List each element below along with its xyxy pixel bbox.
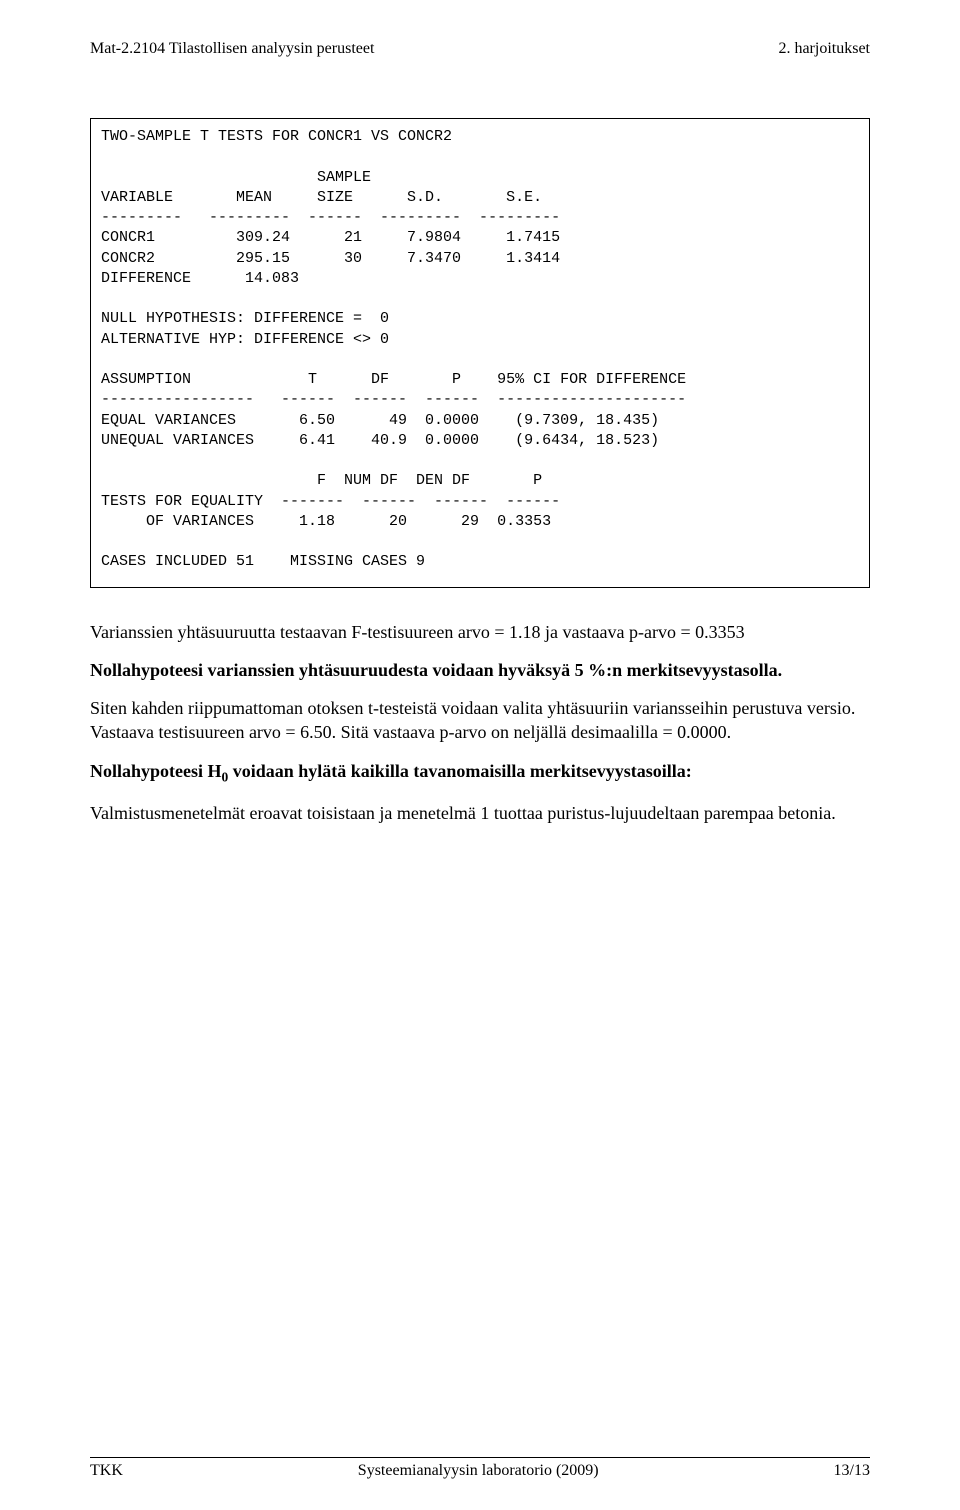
code-line: F NUM DF DEN DF P bbox=[101, 472, 542, 489]
code-line: UNEQUAL VARIANCES 6.41 40.9 0.0000 (9.64… bbox=[101, 432, 659, 449]
code-line: SAMPLE bbox=[101, 169, 371, 186]
paragraph: Valmistusmenetelmät eroavat toisistaan j… bbox=[90, 801, 870, 825]
footer-rule bbox=[90, 1457, 870, 1458]
footer-left: TKK bbox=[90, 1462, 123, 1480]
footer-right: 13/13 bbox=[834, 1462, 870, 1480]
page: Mat-2.2104 Tilastollisen analyysin perus… bbox=[0, 0, 960, 1510]
hypothesis-suffix: voidaan hylätä kaikilla tavanomaisilla m… bbox=[228, 761, 692, 781]
code-line: TESTS FOR EQUALITY ------- ------ ------… bbox=[101, 493, 560, 510]
paragraph-bold: Nollahypoteesi varianssien yhtäsuuruudes… bbox=[90, 658, 870, 682]
code-line: OF VARIANCES 1.18 20 29 0.3353 bbox=[101, 513, 551, 530]
code-line: NULL HYPOTHESIS: DIFFERENCE = 0 bbox=[101, 310, 389, 327]
footer-center: Systeemianalyysin laboratorio (2009) bbox=[358, 1462, 599, 1480]
paragraph-bold: Nollahypoteesi H0 voidaan hylätä kaikill… bbox=[90, 759, 870, 787]
header-right: 2. harjoitukset bbox=[778, 40, 870, 58]
code-line: CASES INCLUDED 51 MISSING CASES 9 bbox=[101, 553, 425, 570]
code-line: DIFFERENCE 14.083 bbox=[101, 270, 299, 287]
code-line: VARIABLE MEAN SIZE S.D. S.E. bbox=[101, 189, 542, 206]
body-text: Varianssien yhtäsuuruutta testaavan F-te… bbox=[90, 620, 870, 825]
page-footer: TKK Systeemianalyysin laboratorio (2009)… bbox=[90, 1457, 870, 1480]
code-line: TWO-SAMPLE T TESTS FOR CONCR1 VS CONCR2 bbox=[101, 128, 452, 145]
page-header: Mat-2.2104 Tilastollisen analyysin perus… bbox=[90, 40, 870, 58]
code-line: ----------------- ------ ------ ------ -… bbox=[101, 391, 686, 408]
code-line: --------- --------- ------ --------- ---… bbox=[101, 209, 560, 226]
code-line: ASSUMPTION T DF P 95% CI FOR DIFFERENCE bbox=[101, 371, 686, 388]
paragraph: Siten kahden riippumattoman otoksen t-te… bbox=[90, 696, 870, 745]
code-line: ALTERNATIVE HYP: DIFFERENCE <> 0 bbox=[101, 331, 389, 348]
code-line: CONCR1 309.24 21 7.9804 1.7415 bbox=[101, 229, 560, 246]
code-line: CONCR2 295.15 30 7.3470 1.3414 bbox=[101, 250, 560, 267]
hypothesis-prefix: Nollahypoteesi H bbox=[90, 761, 222, 781]
stat-output-box: TWO-SAMPLE T TESTS FOR CONCR1 VS CONCR2 … bbox=[90, 118, 870, 588]
code-line: EQUAL VARIANCES 6.50 49 0.0000 (9.7309, … bbox=[101, 412, 659, 429]
paragraph: Varianssien yhtäsuuruutta testaavan F-te… bbox=[90, 620, 870, 644]
header-left: Mat-2.2104 Tilastollisen analyysin perus… bbox=[90, 40, 374, 58]
footer-row: TKK Systeemianalyysin laboratorio (2009)… bbox=[90, 1462, 870, 1480]
